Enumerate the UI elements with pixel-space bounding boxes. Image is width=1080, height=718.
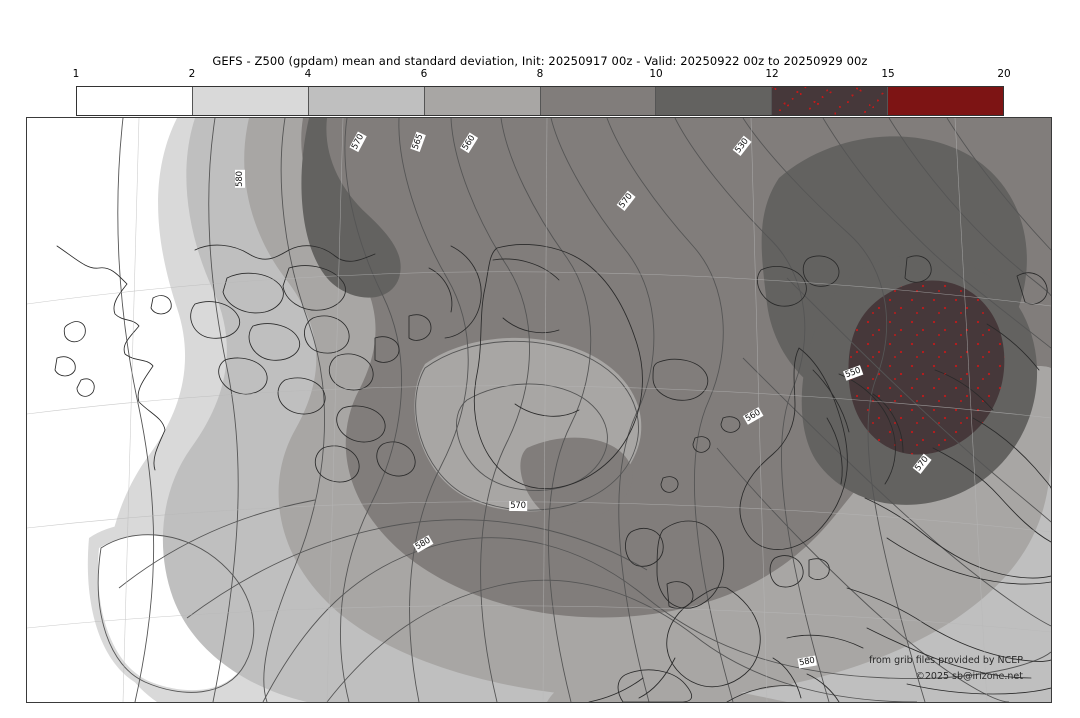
colorbar-segment-1-2 [77,87,193,115]
colorbar-tick-1: 1 [72,68,80,80]
credit-copyright: ©2025 sb@irizone.net [915,671,1023,682]
colorbar-tick-labels: 1 2 4 6 8 10 12 15 20 [72,68,1011,84]
stddev-band-10-12-north [301,118,401,298]
stddev-band-12-15-core [848,280,1005,455]
map-panel: 570 565 560 580 530 570 550 560 570 570 580 580 fro… [26,117,1052,703]
colorbar-tick-4: 4 [304,68,312,80]
map-canvas [27,118,1051,702]
colorbar-segment-2-4 [192,87,309,115]
contour-lines [97,118,1051,702]
stddev-interior-darker [520,437,633,523]
colorbar-tick-12: 12 [765,68,779,80]
colorbar-tick-10: 10 [649,68,663,80]
colorbar-segment-12-15 [772,87,889,115]
colorbar-segment-8-10 [540,87,657,115]
colorbar-tick-15: 15 [881,68,895,80]
colorbar-tick-8: 8 [536,68,544,80]
colorbar-segment-15-20 [888,87,1003,115]
stddev-band-6-8-b [547,677,787,702]
credit-source: from grib files provided by NCEP [868,655,1023,666]
colorbar-speckle-overlay [772,87,888,115]
contour-label-570-9: 570 [509,500,527,511]
colorbar-segment-10-12 [656,87,773,115]
colorbar-tick-2: 2 [188,68,196,80]
colorbar-segment-4-6 [308,87,425,115]
colorbar-tick-6: 6 [420,68,428,80]
chart-title: GEFS - Z500 (gpdam) mean and standard de… [212,54,868,68]
colorbar-tick-20: 20 [997,68,1011,80]
colorbar-container: 1 2 4 6 8 10 12 15 20 [73,68,1011,116]
graticule [27,118,1051,702]
contour-label-580-3: 580 [234,169,245,188]
colorbar-segment-6-8 [424,87,541,115]
colorbar [76,86,1004,116]
